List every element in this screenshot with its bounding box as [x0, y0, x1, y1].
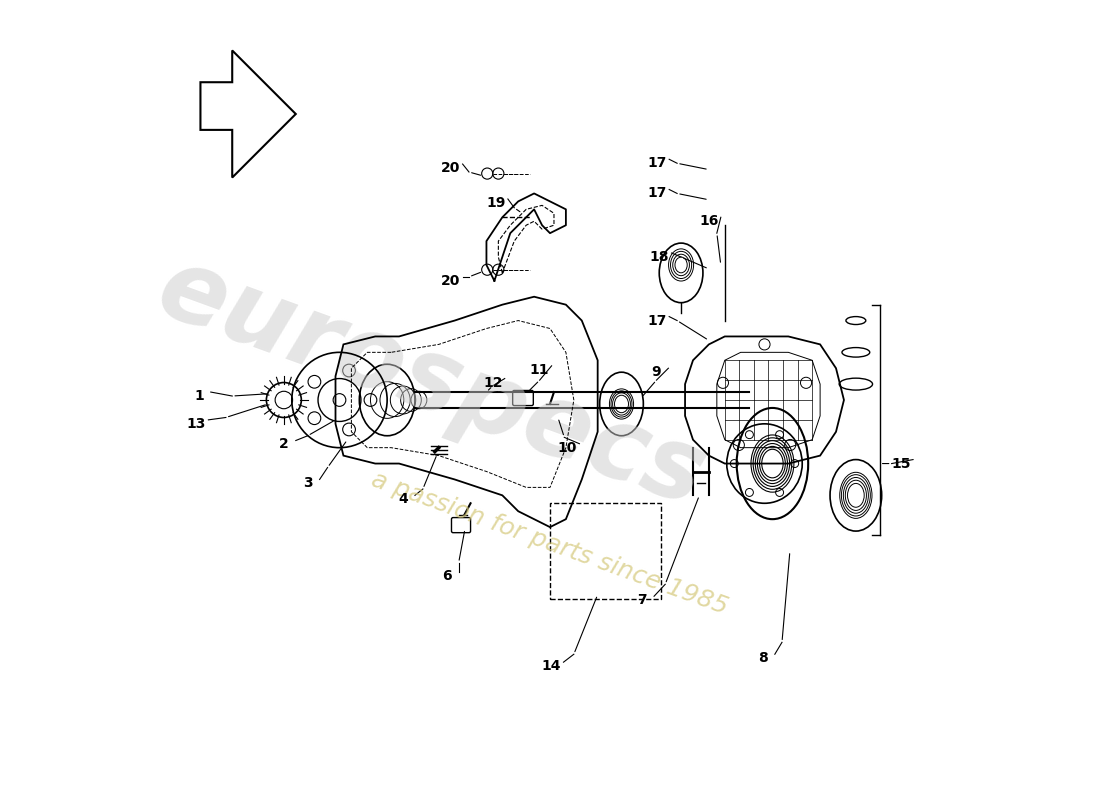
Text: 17: 17 [648, 186, 667, 201]
Circle shape [333, 394, 345, 406]
Text: 20: 20 [441, 161, 461, 175]
Text: 17: 17 [648, 314, 667, 327]
Text: 17: 17 [648, 156, 667, 170]
Text: a passion for parts since 1985: a passion for parts since 1985 [368, 467, 732, 619]
Text: 15: 15 [891, 457, 911, 470]
Text: 8: 8 [758, 651, 768, 665]
Text: 10: 10 [558, 441, 578, 454]
Text: 2: 2 [279, 438, 288, 451]
Text: 12: 12 [483, 375, 503, 390]
Text: eurospecs: eurospecs [144, 240, 717, 528]
Text: 3: 3 [302, 477, 312, 490]
Text: 6: 6 [442, 570, 451, 583]
Text: 18: 18 [650, 250, 670, 264]
Text: 7: 7 [637, 594, 647, 607]
Text: 13: 13 [187, 417, 206, 431]
Text: 9: 9 [651, 365, 661, 379]
Text: 19: 19 [486, 196, 506, 210]
Text: 20: 20 [441, 274, 461, 288]
Text: 1: 1 [194, 389, 204, 403]
Text: 14: 14 [542, 659, 561, 673]
Text: 16: 16 [700, 214, 718, 228]
Text: 11: 11 [530, 363, 549, 377]
Text: 4: 4 [398, 492, 408, 506]
